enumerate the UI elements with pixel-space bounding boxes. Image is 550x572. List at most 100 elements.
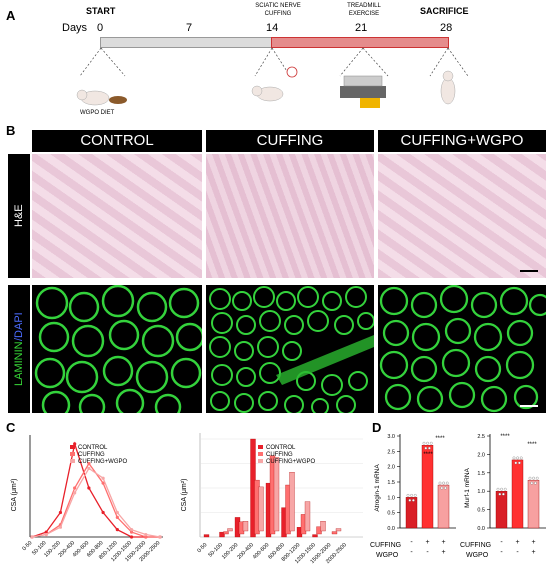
bar-2-1	[227, 528, 233, 532]
atrogin-ylabel: Atrogin-1 mRNA	[374, 464, 381, 512]
atrogin-row-wgpo: WGPO	[376, 552, 399, 559]
qpcr-bar-0	[495, 491, 508, 529]
qpcr-dot	[500, 487, 503, 491]
legend-wgpo: CUFFING+WGPO	[78, 459, 127, 465]
qpcr-dot	[424, 446, 428, 450]
legend-control: CONTROL	[78, 445, 108, 451]
qpcr-tick-label: 2.5	[387, 449, 395, 455]
murf-ylabel: Murf-1 mRNA	[464, 467, 471, 507]
dapi-text: /DAPI	[13, 312, 25, 342]
atrogin-bar-chart: Atrogin-1 mRNA 0.0 0.5 1.0 1.5 2.0 2.5 3.0 ***…	[374, 434, 456, 556]
qpcr-dot	[530, 481, 534, 485]
line-point	[115, 515, 119, 519]
line-point	[144, 535, 148, 539]
bar-2-3	[258, 486, 264, 532]
qpcr-cuffing-sign: +	[531, 539, 535, 546]
he-image-cuffing	[206, 154, 374, 278]
qpcr-dot	[532, 476, 535, 480]
bar-0-0	[203, 534, 210, 538]
panel-d-letter: D	[372, 420, 382, 435]
scale-bar-he	[520, 270, 538, 272]
line-point	[58, 510, 63, 515]
line-chart-legend: CONTROL CUFFING CUFFING+WGPO	[70, 445, 127, 465]
bar-legend-control: CONTROL	[266, 445, 296, 451]
line-point	[144, 532, 148, 537]
qpcr-bar-2	[437, 484, 450, 529]
csa-line-chart: CSA (μm²) 0-5050-100100-200200-400400-60…	[11, 435, 163, 563]
line-point	[115, 510, 119, 515]
csa-bar-chart: CSA (μm²) 0-50 50-100100-200200-400400-60…	[181, 433, 363, 565]
murf-row-wgpo: WGPO	[466, 552, 489, 559]
qpcr-dot	[422, 441, 426, 445]
qpcr-tick-label: 1.5	[477, 471, 485, 477]
line-point	[58, 525, 63, 529]
qpcr-wgpo-sign: -	[516, 549, 519, 556]
tick-28: 28	[440, 22, 453, 34]
qpcr-wgpo-sign: -	[410, 549, 413, 556]
atrogin-sig-2: ****	[435, 436, 445, 442]
qpcr-dot	[528, 476, 532, 480]
qpcr-cuffing-sign: -	[410, 539, 413, 546]
bar-0-1	[219, 531, 225, 538]
qpcr-wgpo-sign: -	[500, 549, 503, 556]
line-point	[101, 476, 105, 480]
qpcr-tick-label: 2.0	[477, 452, 485, 458]
qpcr-dot	[518, 461, 521, 465]
qpcr-dot	[502, 492, 505, 496]
line-point	[115, 528, 119, 532]
line-point	[44, 532, 48, 537]
bar-2-2	[242, 521, 249, 532]
line-point	[101, 481, 105, 485]
laminin-image-cuffing	[206, 285, 374, 413]
bar-legend-wgpo: CUFFING+WGPO	[266, 459, 315, 465]
qpcr-dot	[429, 441, 433, 445]
qpcr-cuffing-sign: -	[500, 539, 503, 546]
line-point	[129, 528, 134, 532]
qpcr-dot	[519, 456, 523, 460]
atrogin-sig-1: ****	[423, 452, 433, 458]
qpcr-tick-label: 2.0	[387, 465, 395, 471]
line-point	[158, 535, 162, 539]
murf-bar-chart: Murf-1 mRNA 0.0 0.5 1.0 1.5 2.0 2.5 **** ****…	[464, 434, 546, 556]
col-header-cuffing: CUFFING	[206, 130, 374, 152]
qpcr-tick-label: 0.0	[387, 526, 395, 532]
line-point	[73, 442, 77, 446]
qpcr-bar-1	[511, 459, 524, 529]
event-sacrifice: SACRIFICE	[420, 6, 469, 16]
qpcr-cuffing-sign: +	[441, 539, 445, 546]
bar-2-8	[335, 528, 342, 532]
qpcr-cuffing-sign: +	[425, 539, 429, 546]
he-image-control	[32, 154, 202, 278]
line-point	[87, 466, 91, 470]
qpcr-tick-label: 0.5	[387, 511, 395, 517]
qpcr-wgpo-sign: -	[426, 549, 429, 556]
tick-14: 14	[266, 22, 279, 34]
qpcr-bar-0	[405, 497, 418, 529]
qpcr-tick-label: 0.0	[477, 526, 485, 532]
qpcr-dot	[408, 498, 412, 502]
bar-legend-cuffing: CUFFING	[266, 452, 293, 458]
bar-xtick: 0-50	[196, 542, 208, 554]
qpcr-dot	[445, 481, 449, 485]
qpcr-dot	[516, 456, 519, 460]
qpcr-dot	[413, 493, 417, 497]
timeline-illustrations	[76, 47, 469, 108]
bar-0-7	[312, 534, 318, 538]
line-point	[30, 535, 34, 539]
qpcr-dot	[535, 476, 539, 480]
line-point	[129, 530, 134, 534]
laminin-text: LAMININ	[13, 341, 25, 386]
qpcr-tick-label: 2.5	[477, 434, 485, 440]
panel-c-letter: C	[6, 420, 16, 435]
qpcr-tick-label: 1.0	[387, 495, 395, 501]
qpcr-dot	[503, 487, 507, 491]
mouse-cuffing-icon	[251, 66, 298, 102]
line-point	[44, 530, 48, 534]
mouse-diet-icon	[76, 89, 127, 106]
qpcr-tick-label: 0.5	[477, 508, 485, 514]
qpcr-dot	[444, 486, 447, 490]
bar-1-8	[331, 531, 338, 535]
qpcr-dot	[440, 486, 444, 490]
line-point	[73, 486, 77, 490]
tick-0: 0	[97, 22, 104, 34]
